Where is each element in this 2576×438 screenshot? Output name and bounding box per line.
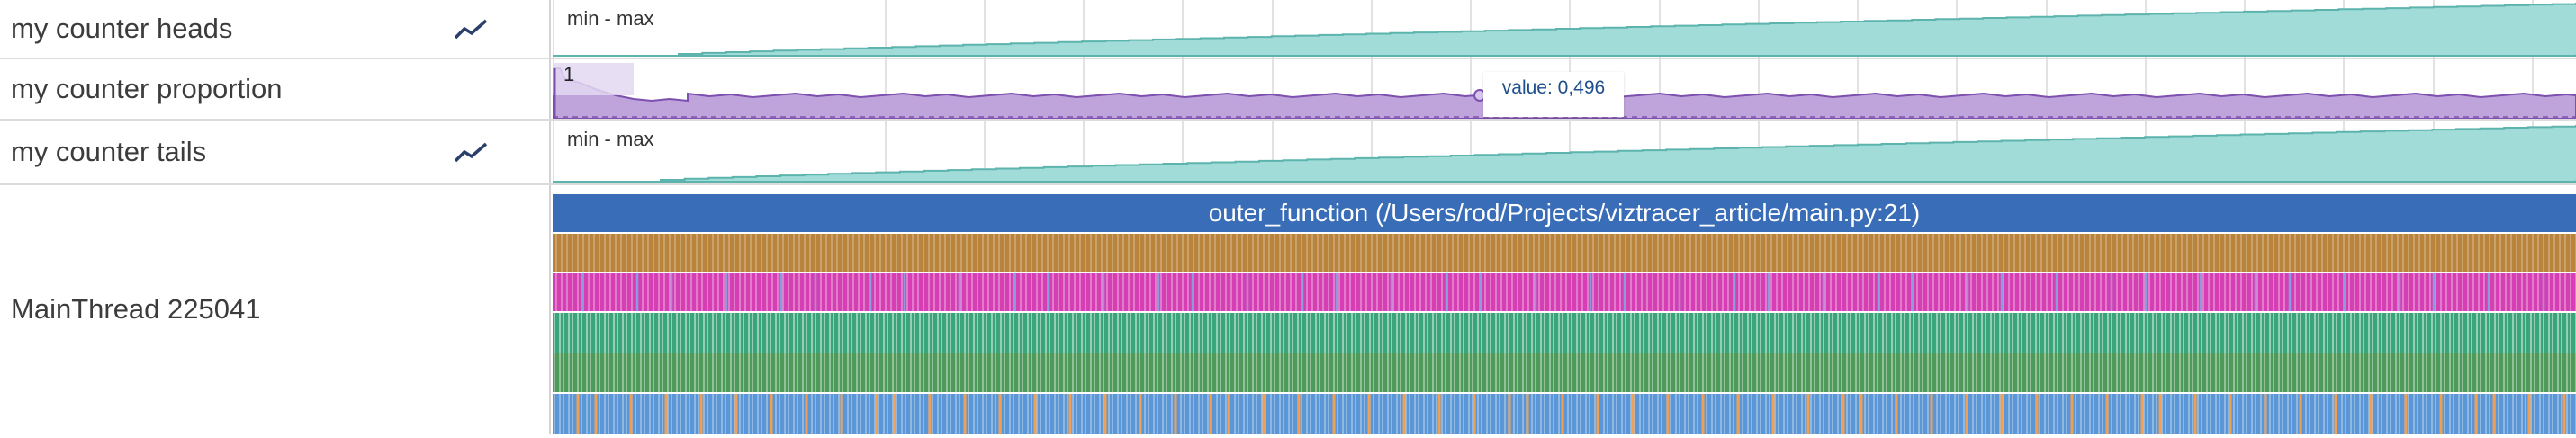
slice-row-depth-4[interactable] — [553, 353, 2576, 392]
track-label-counter-proportion[interactable]: my counter proportion — [0, 59, 551, 119]
slice-row-depth-3[interactable] — [553, 313, 2576, 353]
line-chart-icon[interactable] — [454, 18, 490, 40]
track-label-counter-heads[interactable]: my counter heads — [0, 0, 551, 58]
proportion-marker-label: 1 — [563, 63, 575, 85]
slice-accents-blue — [581, 273, 2545, 311]
counter-area — [553, 125, 2576, 183]
slice-outer-function[interactable] — [553, 194, 2576, 232]
track-divider — [0, 58, 2576, 59]
track-name: my counter tails — [11, 136, 207, 167]
counter-proportion-chart[interactable]: 1 — [553, 59, 2576, 119]
thread-name: MainThread 225041 — [11, 293, 261, 325]
slice-separators — [555, 273, 2576, 311]
slice-row-depth-5[interactable] — [553, 394, 2576, 434]
track-label-counter-tails[interactable]: my counter tails — [0, 121, 551, 183]
slice-separators — [555, 234, 2576, 272]
slice-row-depth-1[interactable] — [553, 234, 2576, 272]
track-name: my counter proportion — [11, 73, 283, 104]
counter-heads-chart[interactable]: min - max — [553, 0, 2576, 58]
flame-chart[interactable]: outer_function (/Users/rod/Projects/vizt… — [553, 194, 2576, 434]
track-label-main-thread[interactable]: MainThread 225041 — [0, 185, 551, 434]
slice-separators — [554, 353, 2576, 392]
line-chart-icon[interactable] — [454, 141, 490, 163]
proportion-peak — [553, 63, 634, 95]
track-divider — [0, 183, 2576, 185]
value-tooltip: value: 0,496 — [1483, 72, 1624, 117]
range-label: min - max — [563, 7, 658, 31]
counter-tails-chart[interactable]: min - max — [553, 121, 2576, 183]
track-divider — [0, 119, 2576, 121]
slice-accents-orange — [576, 394, 2566, 434]
track-name: my counter heads — [11, 13, 233, 44]
slice-row-depth-2[interactable] — [553, 273, 2576, 311]
range-label: min - max — [563, 128, 658, 151]
counter-area — [553, 3, 2576, 57]
slice-separators — [554, 313, 2576, 353]
